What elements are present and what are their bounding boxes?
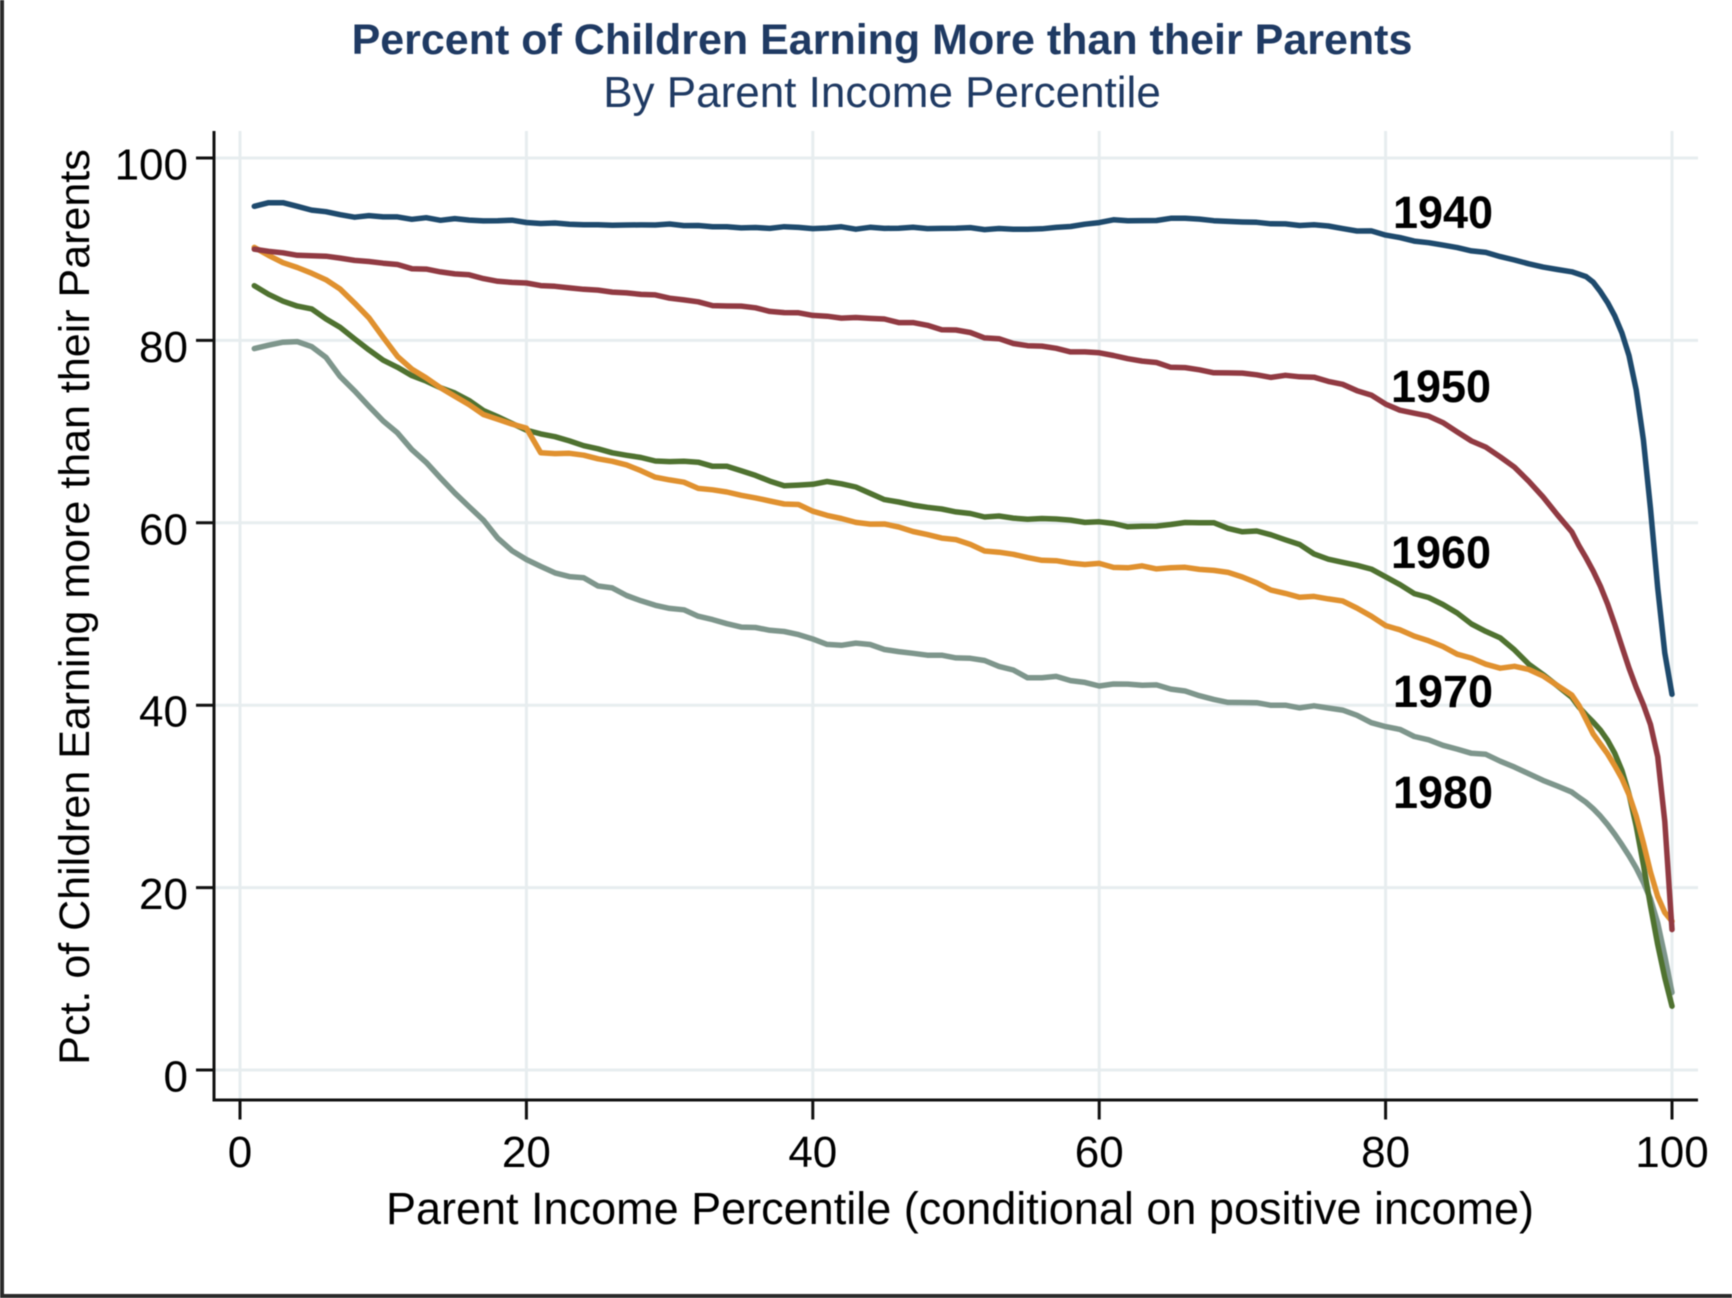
svg-text:40: 40: [788, 1128, 837, 1177]
svg-text:60: 60: [139, 505, 188, 554]
svg-text:1970: 1970: [1393, 666, 1493, 717]
svg-text:1960: 1960: [1391, 527, 1491, 578]
svg-text:Percent of Children Earning Mo: Percent of Children Earning More than th…: [352, 16, 1413, 64]
svg-text:80: 80: [139, 323, 188, 372]
svg-text:20: 20: [502, 1128, 551, 1177]
svg-text:0: 0: [164, 1053, 188, 1102]
svg-text:1950: 1950: [1391, 361, 1491, 412]
svg-text:60: 60: [1075, 1128, 1124, 1177]
svg-text:1940: 1940: [1393, 187, 1493, 238]
svg-text:100: 100: [1635, 1128, 1708, 1177]
svg-text:1980: 1980: [1393, 767, 1493, 818]
svg-text:Parent Income Percentile (cond: Parent Income Percentile (conditional on…: [386, 1183, 1534, 1234]
svg-text:By Parent Income Percentile: By Parent Income Percentile: [603, 68, 1161, 117]
svg-text:100: 100: [115, 141, 188, 190]
svg-text:20: 20: [139, 870, 188, 919]
svg-text:Pct. of Children Earning more: Pct. of Children Earning more than their…: [51, 149, 99, 1064]
svg-text:0: 0: [228, 1128, 252, 1177]
svg-text:40: 40: [139, 688, 188, 737]
svg-text:80: 80: [1361, 1128, 1410, 1177]
